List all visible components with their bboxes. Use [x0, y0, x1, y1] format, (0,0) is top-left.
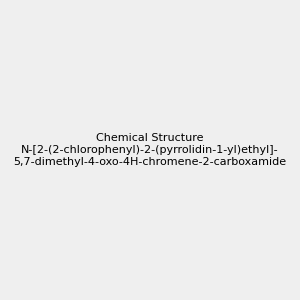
Text: Chemical Structure
N-[2-(2-chlorophenyl)-2-(pyrrolidin-1-yl)ethyl]-
5,7-dimethyl: Chemical Structure N-[2-(2-chlorophenyl)… [14, 134, 286, 166]
